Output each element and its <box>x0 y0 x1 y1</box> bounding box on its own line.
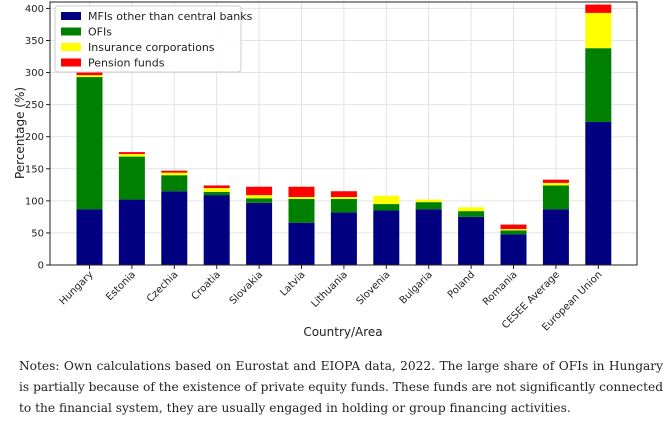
x-tick-label: Poland <box>446 269 477 300</box>
bar-segment-ofis <box>161 175 188 192</box>
bar-segment-insurance <box>161 172 188 176</box>
bar-segment-mfis <box>161 191 188 265</box>
bar-segment-pension <box>76 72 103 76</box>
bars <box>76 4 612 265</box>
bar-segment-insurance <box>500 229 527 231</box>
x-tick-label: Lithuania <box>309 269 350 310</box>
bar-segment-pension <box>203 185 230 189</box>
bar-segment-insurance <box>76 75 103 78</box>
bar-segment-mfis <box>118 199 145 265</box>
bar-segment-pension <box>288 186 315 198</box>
y-tick-label: 200 <box>25 132 44 143</box>
bar-segment-pension <box>542 179 569 183</box>
bar-segment-insurance <box>118 154 145 157</box>
bar-segment-insurance <box>288 197 315 199</box>
bar-segment-mfis <box>288 222 315 265</box>
y-axis-title: Percentage (%) <box>13 87 27 179</box>
bar-segment-insurance <box>330 197 357 199</box>
legend-label: OFIs <box>88 26 112 39</box>
bar-segment-mfis <box>415 209 442 265</box>
bar-segment-mfis <box>458 216 485 265</box>
bar-segment-ofis <box>500 230 527 235</box>
legend-swatch <box>61 27 81 36</box>
bar-segment-ofis <box>288 198 315 223</box>
bar-segment-mfis <box>330 212 357 265</box>
x-tick-label: Czechia <box>145 269 180 304</box>
legend: MFIs other than central banks OFIs Insuran… <box>54 5 253 73</box>
bar-segment-mfis <box>76 209 103 265</box>
x-tick-label: Hungary <box>58 269 96 307</box>
x-tick-label: Croatia <box>190 269 223 302</box>
legend-box <box>54 5 242 73</box>
x-tick-label: Slovenia <box>355 269 393 307</box>
x-tick-label: Slovakia <box>228 269 265 306</box>
y-tick-label: 50 <box>31 228 44 239</box>
bar-segment-ofis <box>542 185 569 210</box>
bar-segment-insurance <box>415 199 442 203</box>
y-tick-label: 150 <box>25 164 44 175</box>
y-tick-label: 400 <box>25 4 44 15</box>
bar-segment-pension <box>118 152 145 155</box>
x-tick-label: Romania <box>481 269 520 308</box>
bar-segment-insurance <box>542 182 569 186</box>
bar-segment-mfis <box>542 209 569 265</box>
x-tick-label: Bulgaria <box>398 269 435 306</box>
bar-segment-pension <box>246 186 273 196</box>
stacked-bar-chart: 0 50 100 150 200 250 300 350 400 Hungary Estonia Cz… <box>13 1 638 339</box>
bar-segment-mfis <box>500 234 527 265</box>
y-tick-label: 250 <box>25 100 44 111</box>
bar-segment-insurance <box>458 207 485 212</box>
bar-segment-pension <box>330 191 357 198</box>
bar-segment-pension <box>585 4 612 13</box>
legend-label: Insurance corporations <box>88 41 215 54</box>
bar-segment-ofis <box>330 198 357 213</box>
y-tick-label: 350 <box>25 36 44 47</box>
y-tick-label: 100 <box>25 196 44 207</box>
x-tick-label: Estonia <box>104 269 138 303</box>
bar-segment-ofis <box>76 77 103 210</box>
bar-segment-ofis <box>118 156 145 200</box>
bar-segment-insurance <box>585 12 612 49</box>
bar-segment-ofis <box>203 191 230 196</box>
bar-segment-pension <box>161 170 188 173</box>
plot-frame <box>49 1 638 266</box>
bar-segment-mfis <box>246 202 273 265</box>
chart-notes: Notes: Own calculations based on Eurosta… <box>19 359 663 415</box>
bar-segment-ofis <box>458 211 485 217</box>
bar-segment-ofis <box>373 204 400 211</box>
y-tick-label: 300 <box>25 68 44 79</box>
legend-swatch <box>61 58 81 67</box>
legend-swatch <box>61 43 81 51</box>
bar-segment-mfis <box>585 121 612 265</box>
legend-label: Pension funds <box>88 57 165 70</box>
x-tick-label: Latvia <box>278 269 307 298</box>
y-tick-label: 0 <box>38 261 44 272</box>
bar-segment-ofis <box>246 198 273 203</box>
bar-segment-ofis <box>415 202 442 210</box>
legend-label: MFIs other than central banks <box>88 10 253 23</box>
bar-segment-mfis <box>373 210 400 265</box>
bar-segment-insurance <box>203 188 230 192</box>
x-axis-title: Country/Area <box>303 325 382 339</box>
legend-swatch <box>61 12 81 20</box>
bar-segment-insurance <box>246 195 273 199</box>
bar-segment-pension <box>500 224 527 230</box>
bar-segment-insurance <box>373 195 400 205</box>
bar-segment-mfis <box>203 195 230 265</box>
bar-segment-ofis <box>585 48 612 122</box>
